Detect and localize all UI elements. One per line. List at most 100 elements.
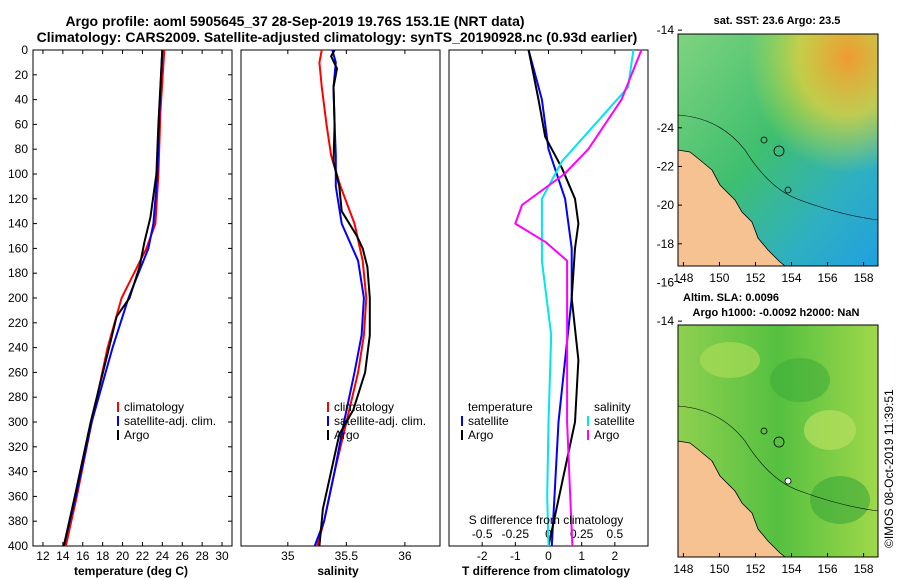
legend-satellite: satellite-adj. clim. (334, 414, 426, 428)
series-argo (62, 49, 164, 547)
x-tick-label: 12 (36, 549, 50, 563)
sst-frame (677, 33, 879, 267)
salinity-lines (313, 49, 371, 547)
difference-panel: -2 -1 0 1 2 -0.5 -0.25 0 0.25 0.5 temperature sa… (448, 49, 649, 578)
map-x-tick-label: 150 (709, 271, 729, 285)
depth-tick-label: 400 (8, 539, 28, 553)
sla-high-patch (804, 410, 856, 450)
sla-low-patch (770, 358, 830, 402)
s-diff-tick-label: -0.5 (472, 527, 493, 541)
sst-bathymetry-contour (677, 114, 879, 221)
depth-tick-label: 260 (8, 365, 28, 379)
series-temperature-satellite (527, 49, 573, 547)
legend-salinity-title: salinity (594, 400, 631, 414)
s-diff-tick-label: -0.25 (502, 527, 530, 541)
sst-reef-outline (784, 186, 792, 194)
legend-temperature-title: temperature (468, 400, 533, 414)
title-line-1: Argo profile: aoml 5905645_37 28-Sep-201… (65, 13, 524, 29)
x-tick-label: 35.5 (335, 549, 359, 563)
sst-reef-outline (760, 136, 768, 144)
sla-map-title-2: Argo h1000: -0.0092 h2000: NaN (693, 307, 860, 319)
s-diff-tick-label: 0.5 (606, 527, 623, 541)
map-y-tick-label: -16 (657, 275, 675, 289)
temperature-legend: climatology satellite-adj. clim. Argo (117, 400, 216, 442)
s-diff-label: S difference from climatology (469, 513, 624, 527)
t-diff-xticks: -2 -1 0 1 2 (477, 50, 618, 563)
x-tick-label: 2 (611, 549, 618, 563)
x-tick-label: 22 (136, 549, 150, 563)
difference-legend-salinity: salinity satellite Argo (587, 400, 635, 442)
sst-map-title: sat. SST: 23.6 Argo: 23.5 (714, 15, 841, 27)
imos-credit: ©IMOS 08-Oct-2019 11:39:51 (882, 389, 896, 548)
x-tick-label: 1 (578, 549, 585, 563)
x-tick-label: 35 (281, 549, 295, 563)
depth-tick-label: 380 (8, 514, 28, 528)
title-line-2: Climatology: CARS2009. Satellite-adjuste… (37, 29, 638, 45)
salinity-panel: 35 35.5 36 climatology satellite-adj. clim… (240, 49, 441, 578)
map-x-tick-label: 150 (709, 562, 729, 576)
map-x-tick-label: 156 (818, 562, 838, 576)
legend-climatology: climatology (334, 400, 394, 414)
x-tick-label: 20 (116, 549, 130, 563)
depth-tick-label: 240 (8, 341, 28, 355)
x-tick-label: -1 (510, 549, 521, 563)
salinity-legend: climatology satellite-adj. clim. Argo (327, 400, 426, 442)
legend-s-satellite: satellite (594, 414, 635, 428)
depth-tick-label: 20 (15, 68, 29, 82)
map-x-tick-label: 156 (818, 271, 838, 285)
x-tick-label: 24 (156, 549, 170, 563)
depth-tick-label: 320 (8, 440, 28, 454)
legend-t-argo: Argo (468, 428, 494, 442)
depth-tick-label: 220 (8, 316, 28, 330)
depth-tick-label: 40 (15, 93, 29, 107)
sla-reef-outline (760, 427, 768, 435)
salinity-xticks: 35 35.5 36 (281, 50, 412, 563)
sla-bathymetry-contour (677, 405, 879, 512)
sst-land-australia (677, 149, 787, 267)
sla-frame (677, 324, 879, 558)
difference-lines (514, 49, 643, 547)
map-y-tick-label: -20 (657, 198, 675, 212)
x-tick-label: 28 (195, 549, 209, 563)
depth-tick-label: 60 (15, 117, 29, 131)
depth-tick-label: 0 (21, 43, 28, 57)
x-tick-label: 16 (76, 549, 90, 563)
map-x-tick-label: 154 (781, 562, 801, 576)
sla-map-title-1: Altim. SLA: 0.0096 (683, 292, 779, 304)
sla-high-patch (700, 342, 760, 378)
series-argo (318, 49, 371, 547)
sla-reef-outline (784, 477, 792, 485)
temperature-panel: 0204060801001201401601802002202402602803… (8, 43, 648, 578)
temperature-lines (62, 49, 166, 547)
x-tick-label: -2 (477, 549, 488, 563)
s-diff-tick-label: 0.25 (570, 527, 594, 541)
map-x-tick-label: 158 (854, 562, 874, 576)
map-x-tick-label: 154 (781, 271, 801, 285)
x-tick-label: 18 (96, 549, 110, 563)
map-x-tick-label: 158 (854, 271, 874, 285)
legend-satellite: satellite-adj. clim. (124, 414, 216, 428)
series-temperature-argo (527, 49, 580, 547)
sla-land-australia (677, 440, 787, 558)
x-tick-label: 36 (398, 549, 412, 563)
temperature-axes (32, 49, 233, 547)
depth-tick-label: 340 (8, 465, 28, 479)
sla-low-patch (810, 476, 870, 524)
series-salinity-argo (514, 49, 643, 547)
legend-t-satellite: satellite (468, 414, 509, 428)
series-salinity-satellite (540, 49, 635, 547)
depth-tick-label: 360 (8, 489, 28, 503)
x-tick-label: 30 (215, 549, 229, 563)
salinity-axes (240, 49, 441, 547)
depth-tick-label: 80 (15, 142, 29, 156)
depth-tick-label: 280 (8, 390, 28, 404)
depth-tick-label: 300 (8, 415, 28, 429)
difference-legend-temperature: temperature satellite Argo (461, 400, 533, 442)
map-y-tick-label: -24 (657, 121, 675, 135)
map-x-tick-label: 148 (673, 562, 693, 576)
x-tick-label: 14 (56, 549, 70, 563)
depth-tick-label: 100 (8, 167, 28, 181)
depth-tick-label: 180 (8, 266, 28, 280)
